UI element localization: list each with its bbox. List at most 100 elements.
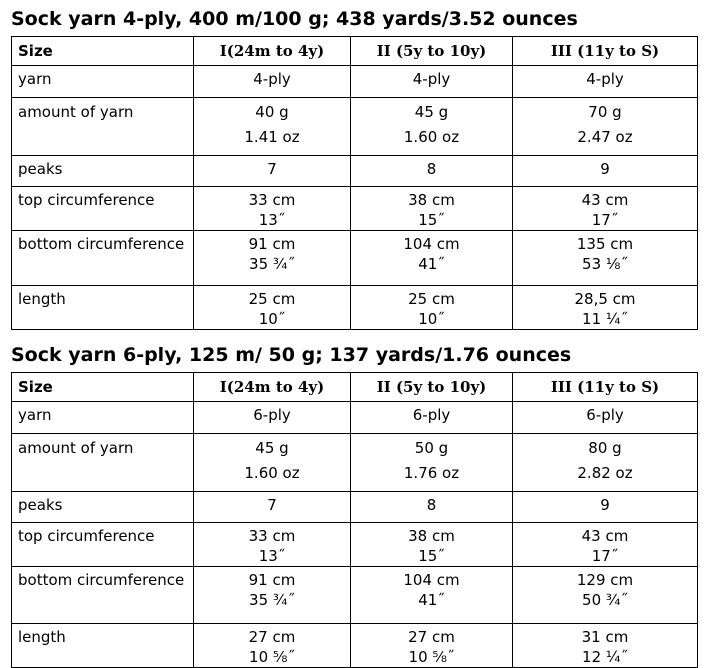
cell-text: 104 cm — [403, 571, 460, 589]
cell-text: 104 cm — [403, 235, 460, 253]
cell-text: length — [18, 290, 66, 308]
table-cell: 43 cm 17˝ — [512, 522, 698, 567]
cell-text: 8 — [426, 496, 437, 514]
cell-text: 6-ply — [586, 406, 624, 424]
table-cell: peaks — [11, 155, 194, 187]
table-cell: 25 cm 10˝ — [350, 285, 513, 330]
cell-text: 33 cm — [248, 527, 296, 545]
cell-text: 12 ¼˝ — [582, 648, 628, 666]
table-cell: 7 — [193, 491, 351, 523]
cell-text: bottom circumference — [18, 235, 185, 253]
cell-text: 10˝ — [418, 310, 445, 328]
table-cell: 4-ply — [512, 65, 698, 98]
table-cell: III (11y to S) — [512, 36, 698, 66]
cell-text: 17˝ — [591, 211, 619, 229]
cell-text: peaks — [18, 160, 63, 178]
table-cell: 33 cm 13˝ — [193, 186, 351, 231]
cell-text: 1.60 oz — [403, 128, 460, 146]
cell-text: 41˝ — [418, 591, 445, 609]
cell-text: length — [18, 628, 66, 646]
table-row: length 27 cm 10 ⅝˝ 27 cm 10 ⅝˝ 31 cm 12 ¼˝ — [11, 623, 698, 668]
cell-text: Size — [18, 378, 53, 396]
cell-text: 80 g — [588, 439, 622, 457]
table-row: top circumference 33 cm 13˝ 38 cm 15˝ 43 cm 17… — [11, 186, 698, 231]
table-row: peaks 7 8 9 — [11, 491, 698, 523]
cell-text: 27 cm — [408, 628, 455, 646]
table-cell: top circumference — [11, 186, 194, 231]
table-cell: peaks — [11, 491, 194, 523]
cell-text: 40 g — [255, 103, 289, 121]
table-cell: III (11y to S) — [512, 372, 698, 402]
cell-text: 1.60 oz — [244, 464, 300, 482]
cell-text: top circumference — [18, 527, 155, 545]
cell-text: 135 cm — [576, 235, 634, 253]
table-cell: Size — [11, 36, 194, 66]
table-cell: 45 g 1.60 oz — [350, 97, 513, 156]
table-cell: 8 — [350, 155, 513, 187]
table-cell: 129 cm 50 ¾˝ — [512, 566, 698, 624]
cell-text: 45 g — [414, 103, 449, 121]
cell-text: amount of yarn — [18, 103, 134, 121]
table-cell: amount of yarn — [11, 97, 194, 156]
table-row: yarn 6-ply 6-ply 6-ply — [11, 401, 698, 434]
table-row: yarn 4-ply 4-ply 4-ply — [11, 65, 698, 98]
cell-text: 6-ply — [253, 406, 291, 424]
cell-text: peaks — [18, 496, 63, 514]
table-cell: 40 g 1.41 oz — [193, 97, 351, 156]
table-cell: I(24m to 4y) — [193, 372, 351, 402]
table-row: amount of yarn 40 g 1.41 oz 45 g 1.60 oz 70 g… — [11, 97, 698, 156]
table-cell: 8 — [350, 491, 513, 523]
cell-text: 35 ¾˝ — [249, 591, 295, 609]
cell-text: 129 cm — [576, 571, 634, 589]
cell-text: Size — [18, 42, 53, 60]
cell-text: 25 cm — [248, 290, 296, 308]
table-title: Sock yarn 6-ply, 125 m/ 50 g; 137 yards/… — [11, 344, 572, 366]
table-row: bottom circumference 91 cm 35 ¾˝ 104 cm 41˝ 1… — [11, 566, 698, 624]
cell-text: 15˝ — [418, 547, 445, 565]
cell-text: 10 ⅝˝ — [249, 648, 295, 666]
header-row: Size I(24m to 4y) II (5y to 10y) III (11y t… — [11, 36, 698, 66]
table-cell: 38 cm 15˝ — [350, 522, 513, 567]
header-row: Size I(24m to 4y) II (5y to 10y) III (11y t… — [11, 372, 698, 402]
table-row: bottom circumference 91 cm 35 ¾˝ 104 cm 41˝ 1… — [11, 230, 698, 286]
cell-text: 8 — [426, 160, 437, 178]
table-cell: 104 cm 41˝ — [350, 230, 513, 286]
table-cell: bottom circumference — [11, 566, 194, 624]
table-cell: 4-ply — [193, 65, 351, 98]
table-cell: 91 cm 35 ¾˝ — [193, 566, 351, 624]
table-cell: amount of yarn — [11, 433, 194, 492]
cell-text: 10 ⅝˝ — [408, 648, 455, 666]
cell-text: 10˝ — [258, 310, 286, 328]
table-cell: 38 cm 15˝ — [350, 186, 513, 231]
table-cell: top circumference — [11, 522, 194, 567]
cell-text: 31 cm — [581, 628, 629, 646]
cell-text: 33 cm — [248, 191, 296, 209]
table-cell: length — [11, 285, 194, 330]
cell-text: 13˝ — [258, 547, 286, 565]
table-cell: 45 g 1.60 oz — [193, 433, 351, 492]
table-cell: 50 g 1.76 oz — [350, 433, 513, 492]
cell-text: I(24m to 4y) — [219, 42, 325, 60]
cell-text: 43 cm — [581, 191, 629, 209]
table-cell: yarn — [11, 401, 194, 434]
cell-text: 7 — [267, 160, 277, 178]
cell-text: 25 cm — [408, 290, 455, 308]
table-cell: 135 cm 53 ⅛˝ — [512, 230, 698, 286]
table-row: peaks 7 8 9 — [11, 155, 698, 187]
table-cell: I(24m to 4y) — [193, 36, 351, 66]
table-cell: 33 cm 13˝ — [193, 522, 351, 567]
cell-text: 2.82 oz — [577, 464, 633, 482]
table-cell: 43 cm 17˝ — [512, 186, 698, 231]
cell-text: 4-ply — [412, 70, 451, 88]
table-cell: Size — [11, 372, 194, 402]
cell-text: 50 g — [414, 439, 449, 457]
cell-text: 9 — [600, 160, 610, 178]
cell-text: 50 ¾˝ — [582, 591, 628, 609]
cell-text: 35 ¾˝ — [249, 255, 295, 273]
cell-text: 70 g — [588, 103, 622, 121]
table-cell: 9 — [512, 491, 698, 523]
table-cell: 27 cm 10 ⅝˝ — [193, 623, 351, 668]
cell-text: 38 cm — [408, 527, 455, 545]
table-cell: 91 cm 35 ¾˝ — [193, 230, 351, 286]
table-cell: II (5y to 10y) — [350, 372, 513, 402]
